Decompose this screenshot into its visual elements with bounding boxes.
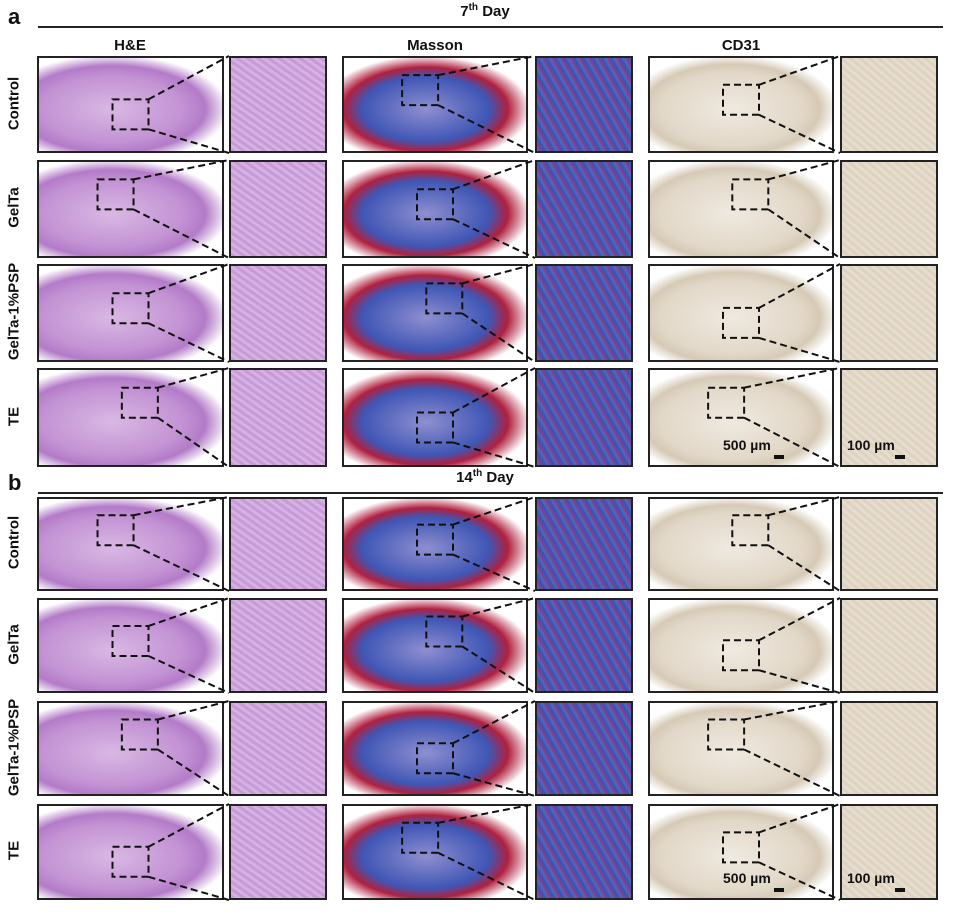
row-label: GelTa-1%PSP (5, 698, 23, 796)
masson-magnified-image (535, 160, 633, 258)
scale-bar-zoom (895, 888, 905, 892)
row-label: GelTa-1%PSP (5, 262, 23, 361)
he-overview-image (37, 56, 224, 153)
day-number: 7 (460, 3, 469, 20)
panel_b-letter: b (8, 470, 22, 495)
day-number: 14 (456, 469, 473, 486)
panel_b-divider (38, 492, 943, 494)
scale-bar-overview (774, 455, 784, 459)
cd31-overview-image (648, 598, 834, 693)
column-header: Masson (407, 37, 463, 54)
cd31-overview-image (648, 56, 834, 153)
he-magnified-image (229, 160, 327, 258)
masson-magnified-image (535, 56, 633, 153)
he-magnified-image (229, 701, 327, 796)
cd31-magnified-image (840, 264, 938, 362)
row-label: GelTa (5, 623, 23, 665)
panel_a-day-title: 7th Day (385, 2, 585, 20)
scale-bar-label-zoom: 100 µm (847, 870, 895, 886)
scale-bar-overview (774, 888, 784, 892)
column-header: CD31 (721, 37, 761, 54)
column-header: H&E (114, 37, 146, 54)
cd31-overview-image (648, 701, 834, 796)
he-magnified-image (229, 56, 327, 153)
cd31-magnified-image (840, 497, 938, 591)
row-label: TE (5, 406, 23, 426)
day-suffix: th (472, 468, 483, 479)
he-magnified-image (229, 804, 327, 900)
masson-magnified-image (535, 701, 633, 796)
masson-magnified-image (535, 598, 633, 693)
he-overview-image (37, 598, 224, 693)
he-overview-image (37, 804, 224, 900)
panel_b-day-title: 14th Day (385, 468, 585, 486)
he-overview-image (37, 160, 224, 258)
scale-bar-label-zoom: 100 µm (847, 437, 895, 453)
he-magnified-image (229, 368, 327, 467)
masson-overview-image (342, 804, 528, 900)
scale-bar-zoom (895, 455, 905, 459)
cd31-magnified-image (840, 804, 938, 900)
he-overview-image (37, 701, 224, 796)
masson-overview-image (342, 56, 528, 153)
masson-magnified-image (535, 264, 633, 362)
cd31-magnified-image (840, 56, 938, 153)
he-overview-image (37, 497, 224, 591)
he-magnified-image (229, 264, 327, 362)
row-label: Control (5, 76, 23, 130)
masson-magnified-image (535, 497, 633, 591)
cd31-magnified-image (840, 598, 938, 693)
he-overview-image (37, 368, 224, 467)
masson-magnified-image (535, 368, 633, 467)
cd31-overview-image (648, 264, 834, 362)
cd31-overview-image (648, 497, 834, 591)
row-label: GelTa (5, 187, 23, 228)
day-word: Day (482, 469, 514, 486)
row-label: Control (5, 515, 23, 570)
he-overview-image (37, 264, 224, 362)
scale-bar-label-overview: 500 µm (723, 870, 771, 886)
day-suffix: th (468, 2, 479, 13)
masson-overview-image (342, 264, 528, 362)
day-word: Day (478, 3, 510, 20)
masson-overview-image (342, 160, 528, 258)
cd31-magnified-image (840, 160, 938, 258)
masson-overview-image (342, 598, 528, 693)
row-label: TE (5, 840, 23, 861)
he-magnified-image (229, 598, 327, 693)
masson-overview-image (342, 497, 528, 591)
masson-overview-image (342, 701, 528, 796)
panel_a-letter: a (8, 4, 21, 29)
scale-bar-label-overview: 500 µm (723, 437, 771, 453)
cd31-magnified-image (840, 701, 938, 796)
he-magnified-image (229, 497, 327, 591)
cd31-magnified-image (840, 368, 938, 467)
cd31-overview-image (648, 160, 834, 258)
masson-magnified-image (535, 804, 633, 900)
panel_a-divider (38, 26, 943, 28)
masson-overview-image (342, 368, 528, 467)
